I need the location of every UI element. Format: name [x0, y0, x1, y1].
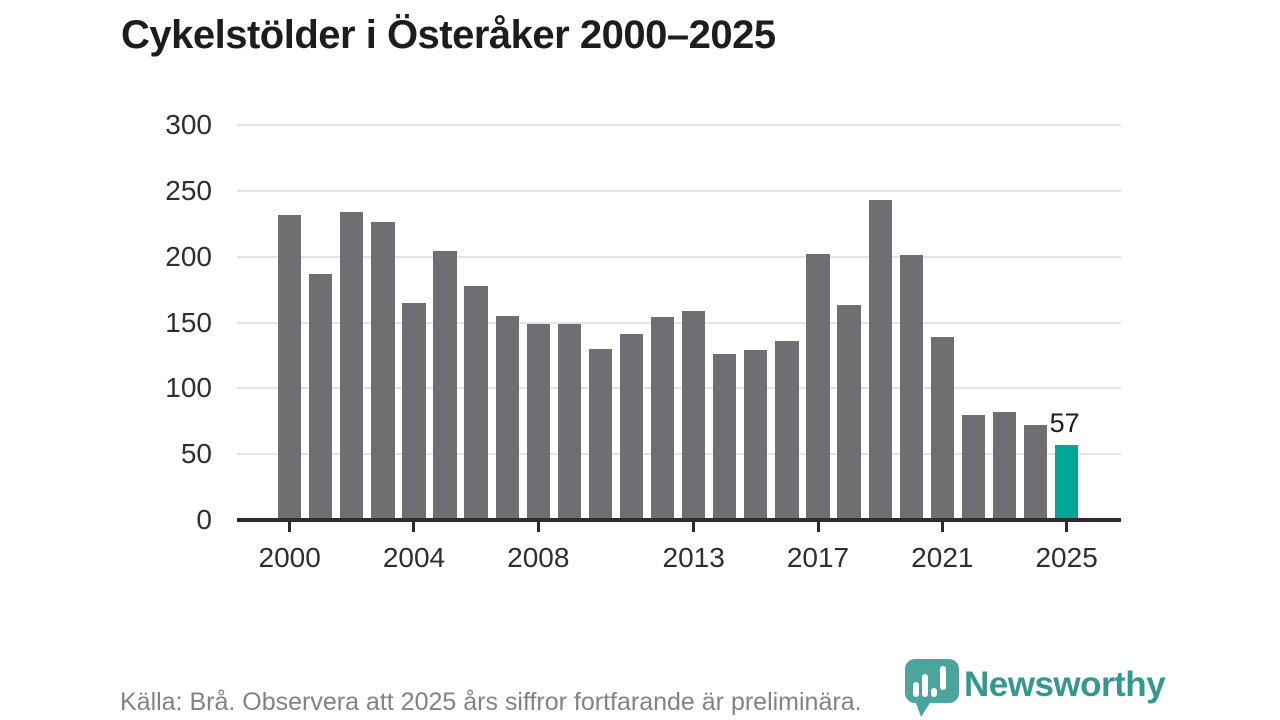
bar-2018 — [837, 305, 861, 520]
bar-2001 — [309, 273, 333, 520]
bar-2021 — [930, 336, 954, 520]
bar-2002 — [340, 211, 364, 520]
bar-2006 — [464, 285, 488, 520]
x-tick-2021 — [940, 522, 944, 532]
gridline-50 — [237, 453, 1121, 456]
x-tick-label-2008: 2008 — [507, 542, 570, 573]
y-tick-label-150: 150 — [165, 306, 212, 338]
bar-2008 — [526, 323, 550, 520]
chart-title: Cykelstölder i Österåker 2000–2025 — [121, 13, 776, 57]
gridline-300 — [237, 124, 1121, 126]
newsworthy-speech-bubble-bar-chart-icon — [905, 659, 959, 717]
x-tick-label-2000: 2000 — [258, 542, 321, 573]
newsworthy-logo[interactable]: Newsworthy — [897, 655, 1166, 719]
y-tick-label-200: 200 — [165, 240, 212, 272]
bar-2011 — [619, 334, 644, 520]
x-tick-label-2025: 2025 — [1035, 542, 1098, 573]
gridline-200 — [237, 255, 1121, 258]
x-axis-line — [237, 518, 1121, 522]
bar-2025 — [1055, 444, 1079, 520]
y-tick-label-100: 100 — [165, 372, 212, 404]
gridline-100 — [237, 387, 1121, 390]
highlight-value-label: 57 — [1049, 407, 1080, 438]
plot-area: 0 50 100 150 200 250 300 2000 2004 2008 2013 2017 2… — [165, 109, 1121, 573]
bar-2016 — [775, 340, 799, 520]
source-note: Källa: Brå. Observera att 2025 års siffr… — [120, 688, 862, 716]
bar-2019 — [868, 200, 892, 520]
gridline-150 — [237, 321, 1121, 324]
x-tick-2025 — [1065, 522, 1069, 532]
bar-2003 — [371, 222, 395, 520]
x-tick-2017 — [816, 522, 820, 532]
bar-2014 — [713, 354, 737, 520]
y-tick-label-300: 300 — [165, 109, 212, 140]
x-tick-2013 — [692, 522, 696, 532]
gridline-250 — [237, 189, 1121, 192]
x-tick-label-2017: 2017 — [786, 542, 850, 573]
y-tick-label-250: 250 — [165, 174, 212, 206]
bar-2010 — [588, 348, 613, 520]
y-tick-label-50: 50 — [180, 438, 212, 470]
x-tick-2004 — [412, 522, 416, 532]
x-tick-label-2013: 2013 — [662, 542, 725, 573]
x-tick-label-2021: 2021 — [911, 542, 974, 573]
bar-2015 — [744, 350, 768, 520]
x-tick-2000 — [288, 522, 292, 532]
x-tick-label-2004: 2004 — [382, 542, 446, 573]
bar-2017 — [806, 254, 830, 520]
newsworthy-wordmark: Newsworthy — [964, 665, 1166, 704]
bar-2023 — [992, 412, 1017, 520]
bar-2005 — [433, 251, 457, 520]
bar-2012 — [650, 317, 675, 520]
x-tick-2008 — [536, 522, 540, 532]
bar-2022 — [961, 414, 986, 520]
bar-2004 — [402, 302, 426, 520]
bar-2000 — [278, 214, 302, 520]
bar-2024 — [1023, 425, 1048, 520]
y-tick-label-0: 0 — [196, 504, 212, 535]
bar-2013 — [682, 310, 706, 520]
bar-2007 — [495, 315, 519, 520]
bar-2009 — [557, 323, 582, 520]
bar-2020 — [899, 255, 923, 520]
